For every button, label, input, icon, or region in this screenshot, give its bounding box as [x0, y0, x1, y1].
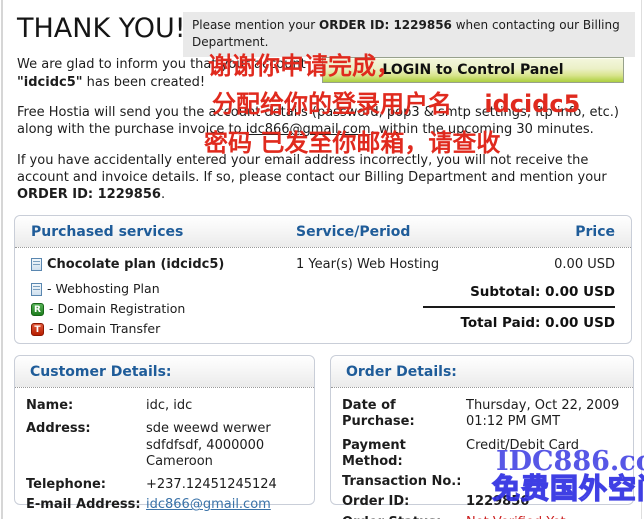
- overlay-note-application-complete: 谢谢你申请完成，: [208, 52, 400, 80]
- account-username: "idcidc5": [17, 74, 83, 90]
- email-label: E-mail Address:: [26, 497, 141, 513]
- customer-details-body: Name: idc, idc Address: sde weewd werwer…: [15, 388, 314, 519]
- email-line-prefix: Free Hostia will send you the account de…: [17, 105, 620, 138]
- legend-item-webhosting: - Webhosting Plan: [31, 279, 185, 299]
- subtotal-row: Subtotal: 0.00 USD: [423, 284, 615, 300]
- address-value: sde weewd werwer sdfdfsdf, 4000000 Camer…: [146, 421, 271, 469]
- service-name-cell: Chocolate plan (idcidc5): [31, 257, 296, 272]
- legend-list: - Webhosting Plan R - Domain Registratio…: [31, 279, 185, 339]
- service-period: 1 Year(s) Web Hosting: [296, 257, 440, 272]
- notice-order-id: ORDER ID: 1229856: [319, 18, 452, 32]
- notice-text-prefix: Please mention your: [192, 18, 320, 32]
- customer-details-title: Customer Details:: [15, 356, 314, 388]
- notice-text-suffix: when contacting our Billing Department.: [192, 18, 620, 49]
- transaction-no-label: Transaction No.:: [342, 474, 462, 489]
- legend-label: - Webhosting Plan: [47, 281, 160, 296]
- overlay-note-password-sent: 密码 已发至你邮箱，请查收: [204, 129, 501, 157]
- wrong-email-warning-text: If you have accidentally entered your em…: [17, 152, 631, 203]
- email-delivery-text: Free Hostia will send you the account de…: [17, 104, 631, 138]
- account-created-text: We are glad to inform you that your acco…: [17, 56, 317, 91]
- page-title: THANK YOU!: [17, 13, 186, 44]
- order-details-title: Order Details:: [331, 356, 633, 388]
- payment-method-label: Payment Method:: [342, 437, 406, 469]
- legend-item-domain-registration: R - Domain Registration: [31, 299, 185, 319]
- purchase-date-label: Date of Purchase:: [342, 398, 415, 430]
- order-status-label: Order Status:: [342, 515, 466, 519]
- service-table-row: Chocolate plan (idcidc5) 1 Year(s) Web H…: [15, 248, 631, 278]
- purchase-date-row: Date of Purchase: Thursday, Oct 22, 2009…: [342, 398, 623, 431]
- warning-suffix: .: [160, 187, 166, 203]
- intro-prefix: We are glad to inform you that your acco…: [17, 57, 306, 72]
- services-footer: - Webhosting Plan R - Domain Registratio…: [15, 278, 631, 347]
- customer-name-row: Name: idc, idc: [26, 398, 304, 414]
- customer-address-row: Address: sde weewd werwer sdfdfsdf, 4000…: [26, 421, 304, 470]
- idc886-watermark: IDC886.com: [496, 446, 644, 477]
- telephone-value: +237.12451245124: [146, 477, 277, 492]
- order-id-row: Order ID: 1229856: [342, 494, 623, 510]
- warning-order-id: ORDER ID: 1229856: [17, 187, 161, 203]
- intro-suffix: has been created!: [82, 74, 206, 90]
- customer-telephone-row: Telephone: +237.12451245124: [26, 477, 304, 493]
- name-label: Name:: [26, 398, 74, 413]
- legend-item-domain-transfer: T - Domain Transfer: [31, 319, 185, 339]
- customer-email-row: E-mail Address: idc866@gmail.com: [26, 497, 304, 513]
- order-totals: Subtotal: 0.00 USD Total Paid: 0.00 USD: [423, 284, 615, 339]
- period-header-label: Service/Period: [296, 224, 411, 240]
- services-table-header: Purchased services Service/Period Price: [15, 216, 631, 248]
- legend-label: - Domain Registration: [49, 301, 186, 316]
- subtotal-value: 0.00 USD: [545, 284, 615, 300]
- order-details-panel: Order Details: Date of Purchase: Thursda…: [330, 355, 634, 519]
- order-id-label: Order ID:: [342, 494, 410, 510]
- service-price: 0.00 USD: [554, 257, 615, 272]
- subtotal-label: Subtotal:: [470, 284, 541, 300]
- order-status-value: Not Verified Yet: [466, 515, 623, 519]
- service-name: Chocolate plan (idcidc5): [47, 257, 225, 272]
- login-control-panel-button[interactable]: LOGIN to Control Panel: [322, 57, 624, 83]
- order-id-value: 1229856: [466, 494, 530, 510]
- email-line-suffix: , within the upcoming 30 minutes.: [370, 122, 594, 138]
- telephone-label: Telephone:: [26, 477, 106, 492]
- total-paid-label: Total Paid:: [460, 315, 541, 331]
- address-label: Address:: [26, 421, 91, 437]
- overlay-note-assigned-username: 分配给你的登录用户名 idcidc5: [212, 90, 581, 118]
- total-paid-row: Total Paid: 0.00 USD: [423, 315, 615, 331]
- totals-divider: [423, 306, 615, 308]
- payment-method-value: Credit/Debit Card: [466, 437, 579, 453]
- domain-registration-icon: R: [31, 302, 44, 316]
- order-details-body: Date of Purchase: Thursday, Oct 22, 2009…: [331, 388, 633, 519]
- server-icon: [31, 282, 42, 296]
- watermark-caption: 免费国外空间: [491, 472, 644, 505]
- price-header-label: Price: [575, 224, 615, 240]
- legend-label: - Domain Transfer: [49, 321, 161, 336]
- page-left-border: [1, 0, 3, 519]
- payment-method-row: Payment Method: Credit/Debit Card: [342, 438, 623, 471]
- page-right-border: [641, 0, 642, 519]
- name-value: idc, idc: [146, 398, 193, 413]
- transaction-no-row: Transaction No.:: [342, 474, 623, 490]
- services-header-label: Purchased services: [31, 224, 184, 240]
- invoice-email-link[interactable]: idc866@gmail.com: [245, 122, 371, 138]
- server-icon: [31, 258, 42, 271]
- warning-prefix: If you have accidentally entered your em…: [17, 153, 607, 186]
- order-status-row: Order Status: Not Verified Yet: [342, 515, 623, 519]
- purchase-date-value: Thursday, Oct 22, 2009 01:12 PM GMT: [466, 398, 620, 430]
- total-paid-value: 0.00 USD: [545, 315, 615, 331]
- customer-email-link[interactable]: idc866@gmail.com: [146, 497, 271, 513]
- purchased-services-panel: Purchased services Service/Period Price …: [14, 215, 632, 344]
- order-id-notice: Please mention your ORDER ID: 1229856 wh…: [183, 12, 635, 57]
- domain-transfer-icon: T: [31, 322, 44, 336]
- customer-details-panel: Customer Details: Name: idc, idc Address…: [14, 355, 315, 512]
